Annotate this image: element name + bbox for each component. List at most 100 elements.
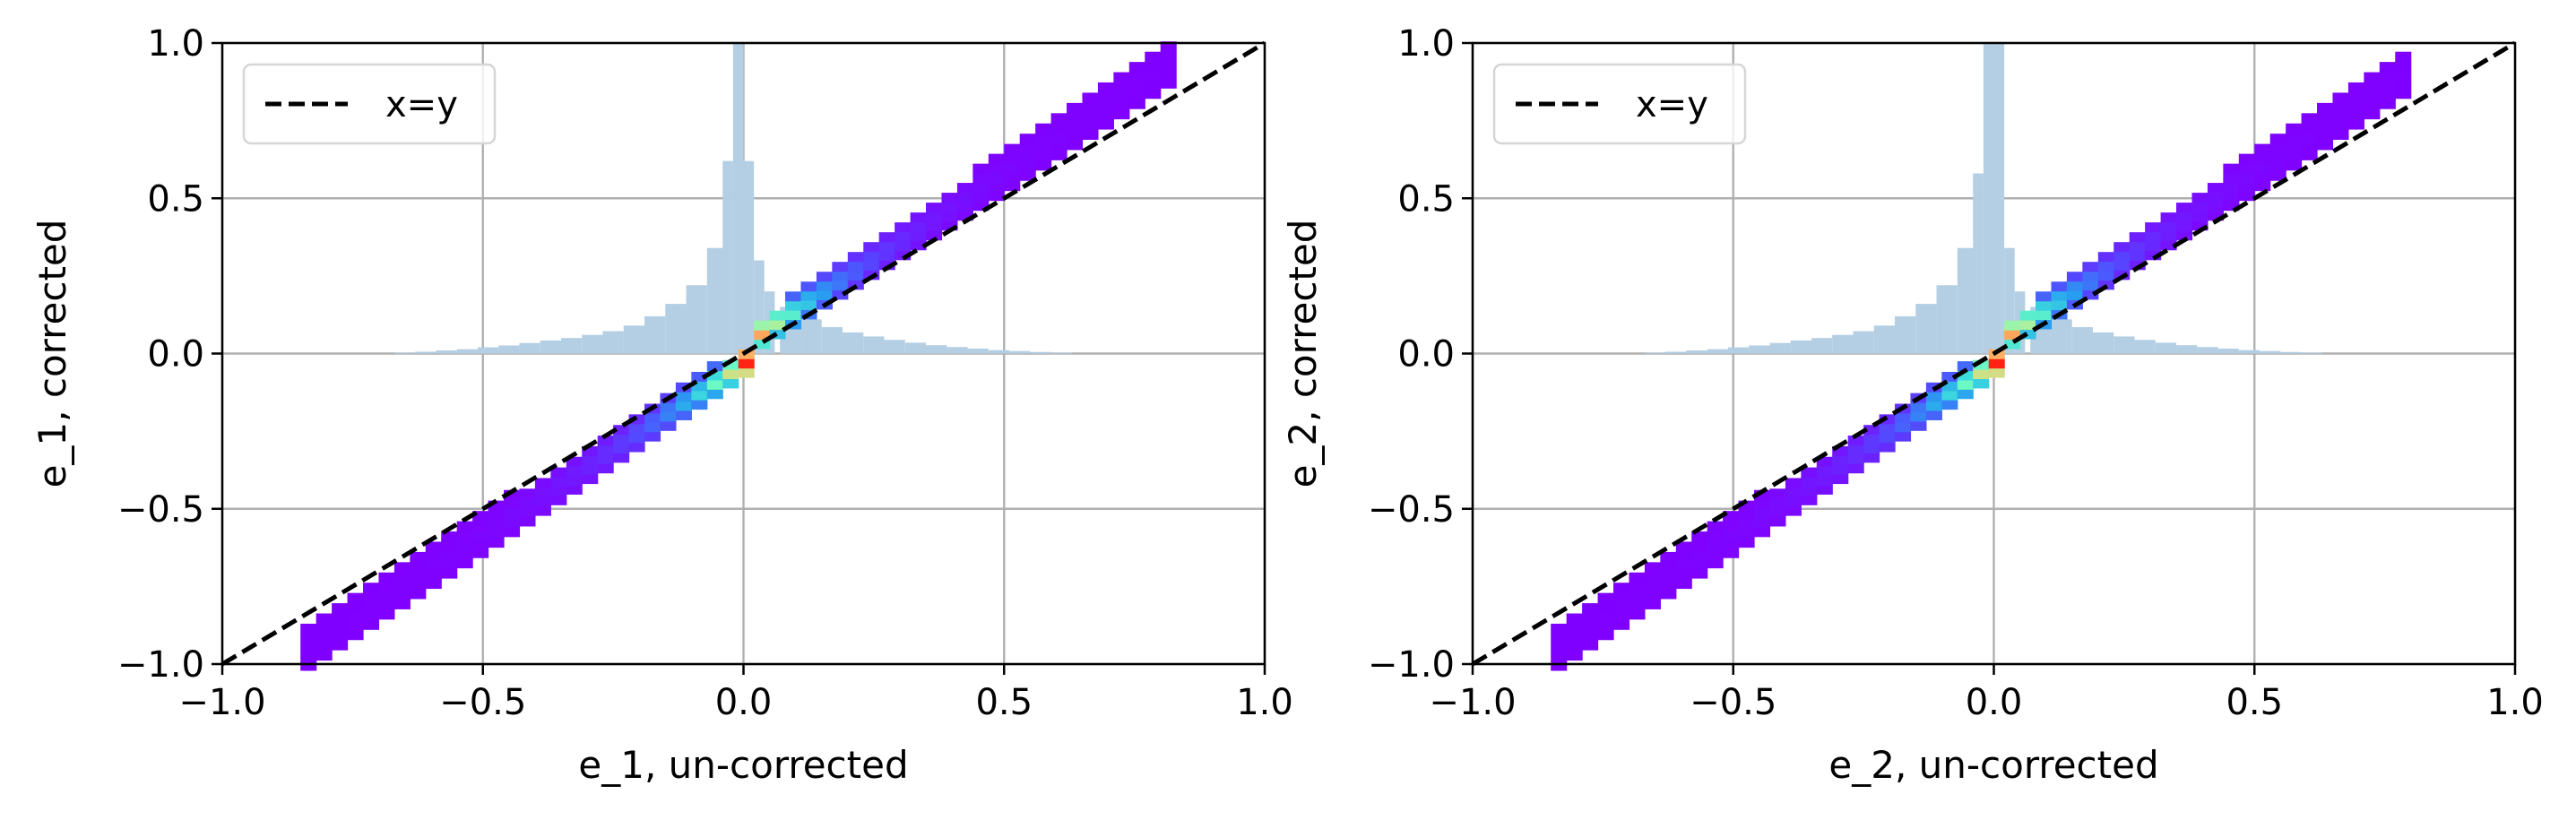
x-axis-label: e_2, un-corrected [1828,743,2158,787]
density-cell [2051,300,2068,311]
density-cell [1145,51,1162,62]
density-cell [1863,434,1880,445]
density-cell [1597,620,1614,631]
density-cell [504,527,521,538]
density-cell [441,559,458,570]
density-cell [472,548,489,558]
histogram-bar [456,349,478,354]
density-cell [2066,290,2083,301]
density-cell [941,202,958,212]
density-cell [363,601,380,612]
density-cell [1145,89,1162,99]
density-cell [316,632,333,643]
density-cell [2317,102,2334,113]
density-cell [2332,120,2349,131]
histogram-bar [1853,331,1874,354]
density-cell [691,400,708,410]
density-cell [2176,230,2193,241]
density-cell [2129,260,2146,271]
chart-panel-2: −1.0−1.0 −0.5 −0.5 0.0 0.0 0.5 0.5 1.0 1.0 e_2, u… [1281,23,2544,787]
density-cell [2129,232,2146,243]
histogram-bar [1009,350,1031,354]
density-cell [2301,113,2318,124]
density-cell [519,516,536,527]
density-cell [316,641,333,652]
density-cell [2254,181,2271,192]
density-cell [1160,78,1177,89]
density-cell [1082,130,1099,141]
density-cell [472,539,489,549]
density-cell [1067,102,1084,113]
density-cell [2286,133,2303,143]
density-cell [1660,570,1677,581]
density-cell [1113,91,1130,101]
density-cell [988,153,1005,164]
density-cell [785,300,802,311]
density-cell [2160,221,2177,232]
density-cell [2395,79,2412,90]
density-cell [2379,71,2396,82]
density-cell [2145,250,2162,261]
density-cell [378,572,395,583]
density-cell [410,561,427,572]
density-cell [332,631,349,642]
y-tick-label: −0.5 [117,489,204,531]
density-cell [1816,466,1833,477]
density-cell [1128,62,1145,73]
density-cell [1035,123,1052,134]
x-tick-label: 0.0 [1966,682,2023,723]
density-cell [1754,499,1771,510]
density-cell [1769,488,1786,499]
density-cell [1785,487,1802,497]
density-cell [1160,60,1177,71]
density-cell [1925,392,1942,402]
x-tick-label: 0.5 [2226,682,2283,723]
histogram-bar [926,345,947,354]
histogram-bar [1873,325,1896,354]
density-cell [1785,505,1802,516]
density-cell [660,411,677,422]
density-cell [2129,250,2146,261]
density-cell [1738,519,1755,530]
density-cell [2286,123,2303,134]
density-cell [1050,113,1068,124]
density-cell [1019,161,1036,172]
histogram-bar [1811,338,1833,354]
density-cell [706,361,723,372]
density-cell [1754,527,1771,538]
density-cell [863,260,880,271]
density-cell [972,163,990,174]
y-tick-label: 1.0 [147,23,204,65]
density-cell [2082,281,2099,290]
density-cell [956,183,973,194]
density-cell [1597,592,1614,603]
density-cell [456,539,473,550]
histogram-bar [665,304,687,354]
density-cell [456,521,473,531]
density-cell [1738,500,1755,511]
density-cell [847,252,864,263]
density-cell [566,466,583,477]
density-cell [2332,101,2349,112]
density-cell [2051,281,2068,292]
density-cell [2317,121,2334,132]
density-cell [1160,50,1177,61]
histogram-bar [2155,342,2177,354]
density-cell [2379,90,2396,100]
density-cell [2223,191,2240,202]
legend: x=y [242,63,497,145]
density-cell [706,389,723,400]
x-tick-label: −0.5 [439,682,526,723]
density-cell [582,464,599,475]
histogram-bar [1973,173,1984,354]
density-cell [332,640,349,651]
density-cell [2347,119,2364,130]
density-cell [597,463,614,474]
density-cell [675,410,692,420]
density-cell [425,569,442,580]
legend-label: x=y [1636,84,1708,125]
density-cell [1754,517,1771,528]
histogram-bar [1644,352,1666,354]
density-cell [769,320,786,331]
